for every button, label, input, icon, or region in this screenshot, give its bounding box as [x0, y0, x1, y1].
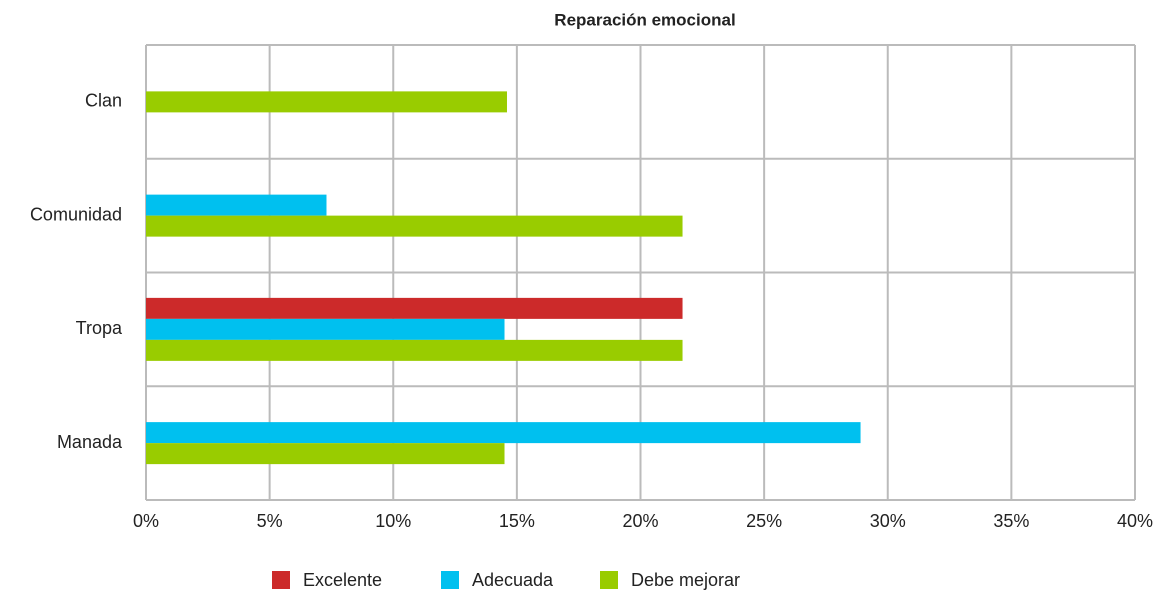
x-tick-label: 30% — [870, 511, 906, 531]
bar — [146, 318, 505, 340]
x-tick-label: 40% — [1117, 511, 1153, 531]
bar — [146, 194, 327, 216]
x-tick-label: 0% — [133, 511, 159, 531]
bar — [146, 422, 861, 444]
legend-label: Adecuada — [472, 570, 554, 590]
x-tick-label: 15% — [499, 511, 535, 531]
x-tick-label: 35% — [993, 511, 1029, 531]
y-tick-label: Tropa — [76, 318, 123, 338]
x-tick-label: 20% — [622, 511, 658, 531]
chart-title: Reparación emocional — [554, 10, 735, 29]
bar — [146, 443, 505, 465]
x-tick-label: 5% — [257, 511, 283, 531]
bar — [146, 215, 683, 237]
bar — [146, 339, 683, 361]
bar — [146, 297, 683, 319]
bar — [146, 91, 507, 113]
x-tick-label: 10% — [375, 511, 411, 531]
legend-swatch — [441, 571, 459, 589]
y-tick-label: Clan — [85, 91, 122, 111]
legend-label: Debe mejorar — [631, 570, 740, 590]
legend-label: Excelente — [303, 570, 382, 590]
y-tick-label: Manada — [57, 432, 123, 452]
x-tick-label: 25% — [746, 511, 782, 531]
y-tick-label: Comunidad — [30, 204, 122, 224]
legend-swatch — [600, 571, 618, 589]
legend-swatch — [272, 571, 290, 589]
